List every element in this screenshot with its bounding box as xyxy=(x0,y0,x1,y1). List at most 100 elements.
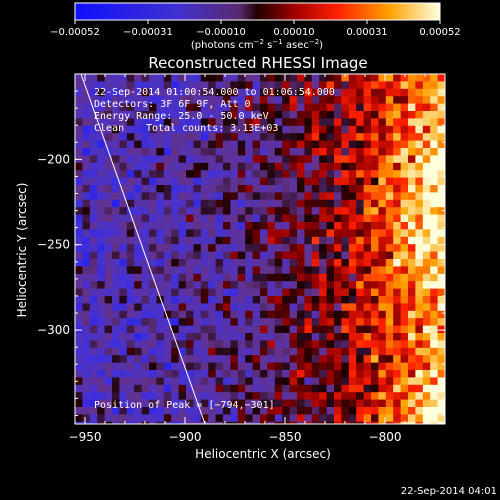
heatmap-cell xyxy=(149,199,157,208)
heatmap-cell xyxy=(334,333,342,341)
heatmap-cell xyxy=(245,407,254,415)
heatmap-cell xyxy=(208,118,217,127)
heatmap-cell xyxy=(260,81,268,90)
heatmap-cell xyxy=(297,370,305,378)
heatmap-cell xyxy=(422,199,431,208)
heatmap-cell xyxy=(208,199,217,208)
colorbar-gradient xyxy=(74,2,441,21)
heatmap-cell xyxy=(363,273,372,282)
heatmap-cell xyxy=(193,414,202,423)
heatmap-cell xyxy=(319,96,328,105)
heatmap-cell xyxy=(149,370,157,378)
heatmap-cell xyxy=(371,266,379,275)
heatmap-cell xyxy=(208,222,217,230)
heatmap-cell xyxy=(334,96,342,105)
heatmap-cell xyxy=(430,281,439,290)
heatmap-cell xyxy=(178,111,187,119)
heatmap-cell xyxy=(371,140,379,149)
heatmap-cell xyxy=(378,214,387,223)
heatmap-cell xyxy=(371,162,379,171)
heatmap-cell xyxy=(400,296,409,304)
heatmap-cell xyxy=(163,273,172,282)
heatmap-cell xyxy=(119,399,128,408)
heatmap-cell xyxy=(245,199,254,208)
heatmap-cell xyxy=(304,266,313,275)
heatmap-cell xyxy=(274,377,283,386)
heatmap-cell xyxy=(141,340,150,349)
heatmap-cell xyxy=(289,266,298,275)
heatmap-cell xyxy=(319,140,328,149)
heatmap-cell xyxy=(400,118,409,127)
heatmap-cell xyxy=(119,88,128,97)
heatmap-cell xyxy=(237,362,246,371)
heatmap-cell xyxy=(363,96,372,105)
heatmap-cell xyxy=(297,318,305,327)
heatmap-cell xyxy=(274,421,283,424)
heatmap-cell xyxy=(282,347,291,356)
heatmap-cell xyxy=(260,318,268,327)
heatmap-cell xyxy=(282,244,291,253)
heatmap-cell xyxy=(252,222,261,230)
heatmap-cell xyxy=(282,362,291,371)
heatmap-cell xyxy=(393,303,402,312)
heatmap-cell xyxy=(356,207,365,216)
heatmap-cell xyxy=(378,81,387,90)
heatmap-cell xyxy=(311,421,320,424)
heatmap-cell xyxy=(149,377,157,386)
heatmap-cell xyxy=(237,273,246,282)
heatmap-cell xyxy=(126,273,135,282)
heatmap-cell xyxy=(297,192,305,201)
heatmap-cell xyxy=(408,118,416,127)
heatmap-cell xyxy=(297,266,305,275)
heatmap-cell xyxy=(104,273,113,282)
heatmap-cell xyxy=(267,355,276,364)
heatmap-cell xyxy=(282,133,291,142)
heatmap-cell xyxy=(274,310,283,319)
heatmap-cell xyxy=(119,355,128,364)
heatmap-cell xyxy=(223,362,231,371)
heatmap-cell xyxy=(430,185,439,193)
heatmap-cell xyxy=(97,148,106,156)
heatmap-cell xyxy=(245,310,254,319)
heatmap-cell xyxy=(178,259,187,267)
heatmap-cell xyxy=(126,103,135,112)
heatmap-cell xyxy=(289,310,298,319)
heatmap-cell xyxy=(215,362,224,371)
heatmap-cell xyxy=(378,148,387,156)
heatmap-cell xyxy=(126,414,135,423)
heatmap-cell xyxy=(223,155,231,164)
heatmap-cell xyxy=(215,310,224,319)
heatmap-cell xyxy=(75,273,83,282)
heatmap-cell xyxy=(297,392,305,401)
heatmap-cell xyxy=(156,177,165,186)
heatmap-cell xyxy=(282,288,291,297)
heatmap-cell xyxy=(215,266,224,275)
heatmap-cell xyxy=(274,236,283,245)
heatmap-cell xyxy=(126,281,135,290)
heatmap-cell xyxy=(245,222,254,230)
heatmap-cell xyxy=(408,162,416,171)
heatmap-cell xyxy=(437,333,445,341)
heatmap-cell xyxy=(348,296,357,304)
heatmap-cell xyxy=(430,81,439,90)
heatmap-cell xyxy=(230,288,239,297)
heatmap-cell xyxy=(371,111,379,119)
heatmap-cell xyxy=(356,259,365,267)
heatmap-cell xyxy=(178,96,187,105)
heatmap-cell xyxy=(267,333,276,341)
heatmap-cell xyxy=(89,318,98,327)
heatmap-cell xyxy=(156,88,165,97)
heatmap-cell xyxy=(178,185,187,193)
heatmap-cell xyxy=(326,377,335,386)
heatmap-cell xyxy=(156,362,165,371)
heatmap-cell xyxy=(415,362,424,371)
heatmap-cell xyxy=(430,399,439,408)
heatmap-cell xyxy=(97,96,106,105)
heatmap-cell xyxy=(171,347,180,356)
heatmap-cell xyxy=(112,355,120,364)
heatmap-cell xyxy=(134,96,143,105)
heatmap-cell xyxy=(267,118,276,127)
heatmap-cell xyxy=(252,421,261,424)
heatmap-cell xyxy=(297,273,305,282)
heatmap-cell xyxy=(319,392,328,401)
